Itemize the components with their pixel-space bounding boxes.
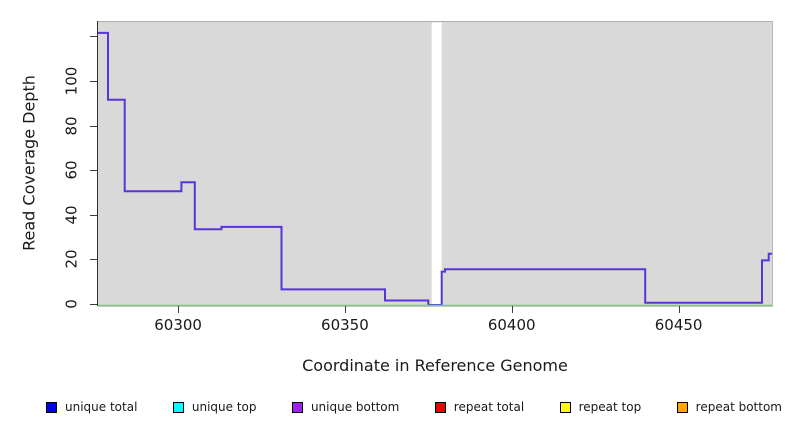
legend-swatch-icon: [559, 401, 571, 413]
legend-label: repeat bottom: [695, 400, 782, 414]
legend-label: repeat top: [578, 400, 642, 414]
y-tick-mark-unlabeled: [90, 36, 97, 38]
legend-label: unique total: [65, 400, 138, 414]
y-tick-mark: [90, 259, 97, 261]
x-tick-label: 60450: [654, 316, 703, 334]
coverage-step-chart: [98, 22, 772, 306]
legend-item-repeat-total: repeat total: [434, 400, 525, 414]
y-tick-label: 0: [62, 299, 81, 309]
y-tick-label: 80: [62, 116, 81, 136]
legend-label: unique top: [191, 400, 257, 414]
x-axis-title: Coordinate in Reference Genome: [302, 356, 568, 375]
y-tick-label: 20: [62, 249, 81, 269]
x-tick-mark: [678, 306, 680, 313]
legend-swatch-icon: [291, 401, 303, 413]
x-tick-mark: [344, 306, 346, 313]
x-tick-label: 60350: [321, 316, 369, 334]
legend-item-unique-total: unique total: [46, 400, 137, 414]
legend-item-unique-top: unique top: [172, 400, 257, 414]
y-tick-mark: [90, 214, 97, 216]
y-tick-label: 100: [62, 66, 81, 96]
legend-swatch-icon: [172, 401, 184, 413]
legend-item-repeat-bottom: repeat bottom: [676, 400, 782, 414]
x-tick-mark: [178, 306, 180, 313]
y-tick-label: 40: [62, 205, 81, 225]
y-axis-line: [97, 21, 98, 306]
legend-label: unique bottom: [310, 400, 400, 414]
y-tick-mark: [90, 125, 97, 127]
legend-label: repeat total: [453, 400, 525, 414]
y-tick-mark: [90, 170, 97, 172]
plot-panel: [98, 21, 773, 307]
coverage-step-line: [98, 31, 772, 306]
x-tick-label: 60300: [154, 316, 202, 334]
y-tick-mark: [90, 304, 97, 305]
x-tick-label: 60400: [487, 316, 536, 334]
legend-swatch-icon: [46, 401, 57, 413]
coverage-gap-region: [431, 22, 442, 306]
legend-swatch-icon: [676, 401, 688, 413]
legend-item-repeat-top: repeat top: [559, 400, 642, 414]
legend-swatch-icon: [434, 401, 446, 413]
legend: unique total unique top unique bottom re…: [0, 397, 792, 417]
y-axis-title: Read Coverage Depth: [19, 75, 39, 251]
x-tick-mark: [511, 306, 513, 313]
y-tick-mark: [90, 81, 97, 82]
legend-item-unique-bottom: unique bottom: [291, 400, 400, 414]
y-tick-label: 60: [62, 160, 81, 180]
